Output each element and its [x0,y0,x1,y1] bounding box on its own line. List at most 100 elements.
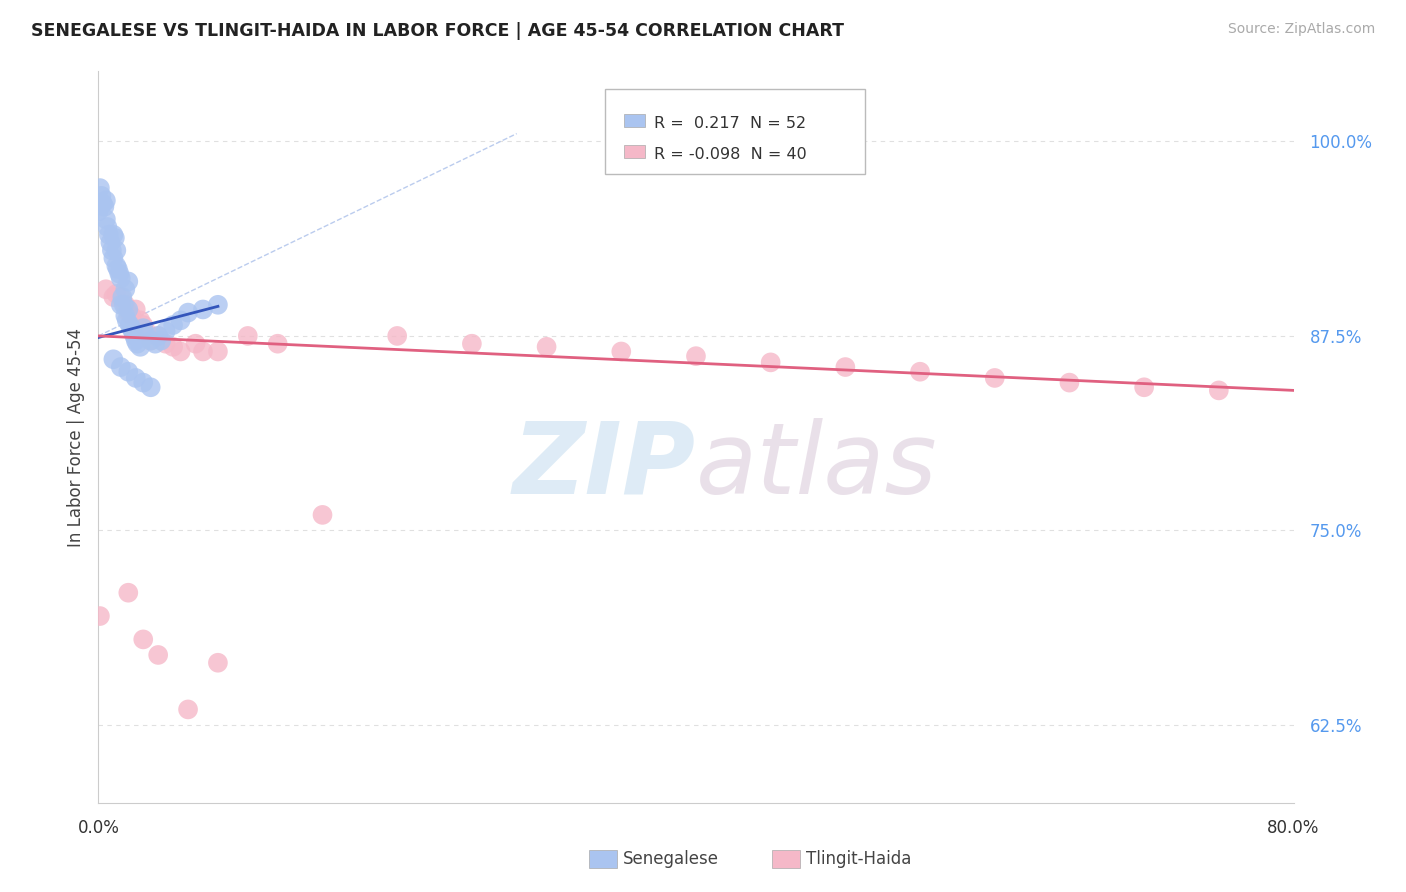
Point [191,344,214,359]
Point [117,302,139,317]
Text: SENEGALESE VS TLINGIT-HAIDA IN LABOR FORCE | AGE 45-54 CORRELATION CHART: SENEGALESE VS TLINGIT-HAIDA IN LABOR FOR… [31,22,844,40]
Point [385,329,409,343]
Point [143,336,166,351]
Point [114,282,136,296]
Point [177,702,200,716]
Point [104,231,127,245]
Point [148,329,170,343]
Text: R = -0.098  N = 40: R = -0.098 N = 40 [654,147,807,162]
Point [236,329,259,343]
Point [177,305,200,319]
Point [103,290,125,304]
Point [207,344,229,359]
Text: Source: ZipAtlas.com: Source: ZipAtlas.com [1227,22,1375,37]
Point [984,371,1007,385]
Point [121,324,143,338]
Point [148,329,170,343]
Point [1059,376,1081,390]
Point [118,318,141,332]
Point [117,305,139,319]
Point [759,355,782,369]
Point [94,212,117,227]
Point [89,609,111,624]
Point [120,309,142,323]
Point [155,324,177,338]
Point [125,371,148,385]
Point [105,259,128,273]
Point [169,344,191,359]
Point [127,336,149,351]
Point [97,227,120,242]
Point [132,318,155,332]
Point [311,508,333,522]
Point [135,329,157,343]
Point [101,244,124,258]
Point [110,359,132,374]
Point [139,334,162,348]
Point [105,244,128,258]
Point [267,336,290,351]
Point [114,309,136,323]
Point [1208,384,1230,398]
Point [129,313,152,327]
Point [110,271,132,285]
Point [87,204,110,219]
Point [96,219,118,234]
Point [162,318,184,332]
Point [132,632,155,647]
Point [111,290,134,304]
Point [94,194,117,208]
Point [610,344,633,359]
Point [93,200,115,214]
Point [132,321,155,335]
Point [139,334,162,348]
Point [94,282,117,296]
Point [129,340,152,354]
Point [103,352,125,367]
Point [207,656,229,670]
Point [135,324,157,338]
Point [105,286,128,301]
Text: ZIP: ZIP [513,417,696,515]
Point [110,290,132,304]
Point [103,251,125,265]
Point [107,262,129,277]
Point [191,302,214,317]
Point [184,336,207,351]
Point [89,181,111,195]
Point [124,329,146,343]
Point [90,189,112,203]
Point [110,298,132,312]
Point [103,227,125,242]
Point [536,340,558,354]
Point [162,340,184,354]
Point [98,235,122,250]
Point [125,334,148,348]
Point [150,334,173,348]
Point [117,275,139,289]
Y-axis label: In Labor Force | Age 45-54: In Labor Force | Age 45-54 [66,327,84,547]
Point [132,376,155,390]
Point [461,336,484,351]
Point [908,365,931,379]
Point [108,267,131,281]
Point [169,313,191,327]
Point [834,359,856,374]
Text: atlas: atlas [696,417,938,515]
Point [139,380,162,394]
Point [125,302,148,317]
Point [112,298,135,312]
Point [115,313,138,327]
Text: Tlingit-Haida: Tlingit-Haida [806,850,911,868]
Text: Senegalese: Senegalese [623,850,718,868]
Point [91,196,114,211]
Point [117,585,139,599]
Point [207,298,229,312]
Point [685,349,707,363]
Point [114,298,136,312]
Text: R =  0.217  N = 52: R = 0.217 N = 52 [654,116,806,131]
Point [1133,380,1156,394]
Point [120,321,142,335]
Point [117,365,139,379]
Point [148,648,170,662]
